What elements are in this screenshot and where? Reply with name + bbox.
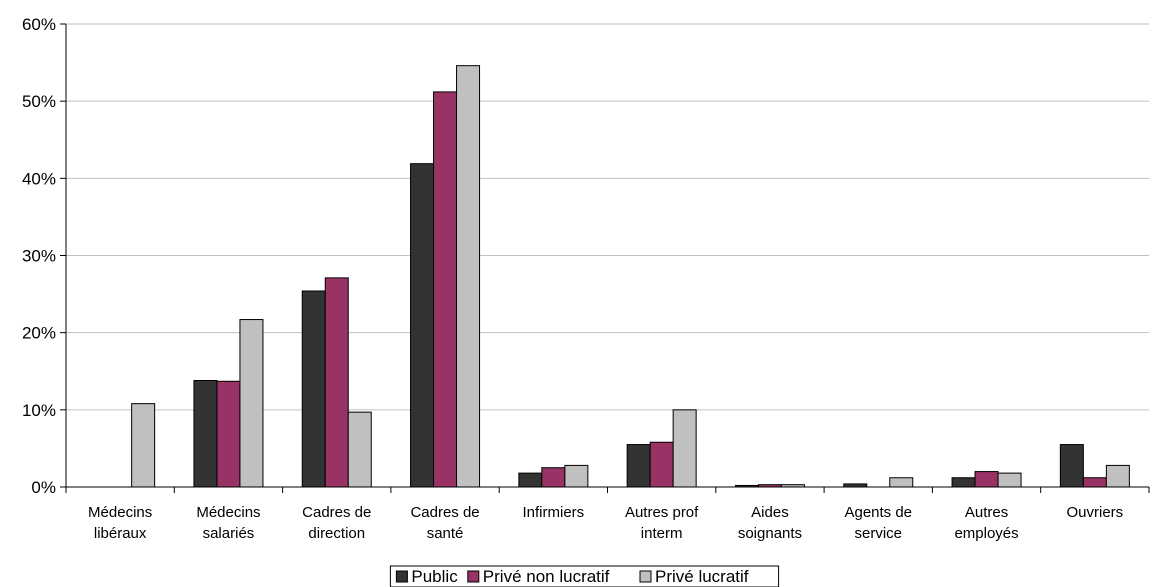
x-category-label: salariés (203, 525, 255, 542)
x-category-label: Médecins (196, 504, 260, 521)
legend-swatch (639, 570, 652, 583)
x-category-label: interm (641, 525, 683, 542)
legend-box (389, 565, 780, 587)
y-tick-label: 50% (22, 92, 56, 111)
bar-public-2 (301, 290, 326, 488)
bar-priv-lucratif-9 (1105, 464, 1130, 488)
y-tick-label: 30% (22, 247, 56, 266)
y-tick-labels: 0% 10% 20% 30% 40% 50% 60% (22, 15, 56, 497)
bar-public-9 (1059, 444, 1084, 488)
bar-public-4 (518, 472, 543, 488)
y-tick-label: 40% (22, 169, 56, 188)
bar-priv-non-lucratif-5 (649, 441, 674, 488)
x-category-label: Ouvriers (1067, 504, 1124, 521)
x-category-label: Cadres de (302, 504, 371, 521)
legend-swatch (395, 570, 408, 583)
bars (131, 65, 1130, 488)
bar-priv-non-lucratif-3 (433, 91, 458, 488)
x-category-label: soignants (738, 525, 802, 542)
legend-label: Privé non lucratif (483, 567, 610, 586)
bar-priv-lucratif-2 (347, 411, 372, 488)
bar-priv-lucratif-0 (131, 403, 156, 488)
x-category-label: employés (954, 525, 1018, 542)
bar-public-8 (951, 477, 976, 488)
x-category-label: Agents de (844, 504, 912, 521)
x-category-label: libéraux (94, 525, 147, 542)
x-category-label: service (854, 525, 902, 542)
bar-priv-non-lucratif-9 (1082, 477, 1107, 488)
x-category-labels: Médecins libéraux Médecins salariés Cadres d… (88, 504, 1123, 542)
axes (60, 23, 1150, 493)
legend-label: Public (411, 567, 458, 586)
bar-priv-lucratif-4 (564, 464, 589, 488)
bar-priv-non-lucratif-1 (216, 380, 241, 488)
legend: Public Privé non lucratif Privé lucratif (389, 565, 780, 587)
y-tick-label: 60% (22, 15, 56, 34)
bar-public-1 (193, 380, 218, 488)
x-category-label: Autres (965, 504, 1008, 521)
bar-priv-non-lucratif-2 (324, 277, 349, 488)
x-category-label: Médecins (88, 504, 152, 521)
bar-priv-non-lucratif-4 (541, 467, 566, 488)
bar-public-5 (626, 444, 651, 488)
bar-priv-lucratif-3 (456, 65, 481, 488)
bar-public-3 (410, 163, 435, 488)
bar-priv-non-lucratif-8 (974, 471, 999, 488)
legend-swatch (467, 570, 480, 583)
bar-priv-lucratif-7 (889, 477, 914, 488)
x-category-label: Aides (751, 504, 789, 521)
y-tick-label: 10% (22, 401, 56, 420)
legend-label: Privé lucratif (655, 567, 749, 586)
x-category-label: Autres prof (625, 504, 699, 521)
bar-priv-lucratif-1 (239, 319, 264, 488)
bar-priv-lucratif-8 (997, 472, 1022, 488)
bar-priv-lucratif-5 (672, 409, 697, 488)
y-tick-label: 20% (22, 324, 56, 343)
y-tick-label: 0% (31, 478, 56, 497)
x-category-label: direction (308, 525, 365, 542)
x-category-label: santé (427, 525, 464, 542)
x-category-label: Infirmiers (523, 504, 585, 521)
gridlines (66, 23, 1149, 411)
x-category-label: Cadres de (410, 504, 479, 521)
